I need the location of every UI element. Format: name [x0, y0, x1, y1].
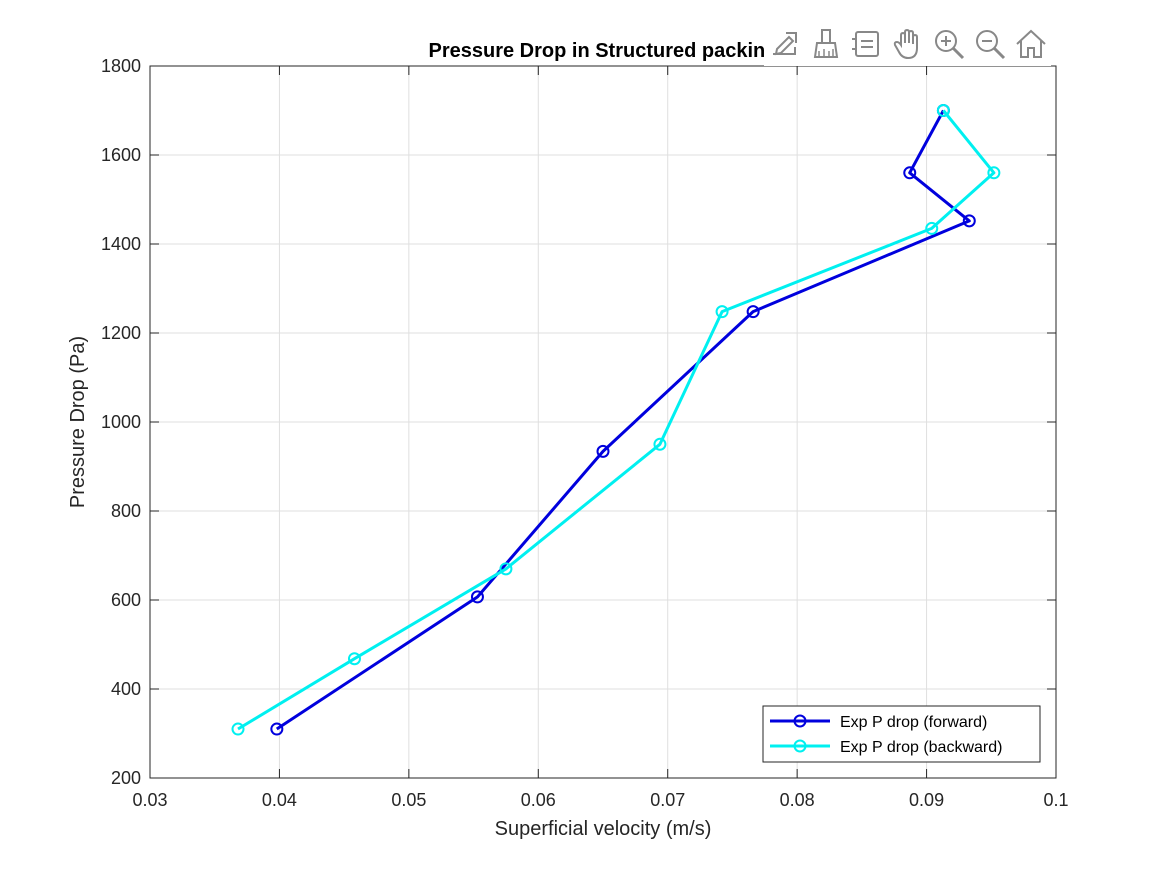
x-tick-label: 0.04 [262, 790, 297, 810]
y-tick-label: 800 [111, 501, 141, 521]
data-point [653, 437, 667, 451]
home-icon [1015, 29, 1046, 58]
x-tick-label: 0.09 [909, 790, 944, 810]
zoom-out-button[interactable] [969, 24, 1010, 64]
data-tips-button[interactable] [846, 24, 887, 64]
restore-view-button[interactable] [1010, 24, 1051, 64]
zoom-in-icon [934, 30, 964, 60]
legend-label-forward: Exp P drop (forward) [840, 714, 987, 731]
data-point [347, 652, 361, 666]
y-tick-label: 400 [111, 679, 141, 699]
pan-hand-icon [893, 28, 918, 60]
x-tick-label: 0.05 [391, 790, 426, 810]
x-tick-labels: 0.03 0.04 0.05 0.06 0.07 0.08 0.09 0.1 [132, 790, 1068, 810]
axis-ticks [149, 65, 1057, 779]
y-tick-label: 200 [111, 768, 141, 788]
y-tick-label: 1800 [101, 56, 141, 76]
x-tick-label: 0.1 [1043, 790, 1068, 810]
data-point [925, 221, 939, 235]
series-layer [231, 104, 1001, 736]
legend-box [762, 705, 1041, 763]
grid [150, 66, 1056, 778]
x-tick-label: 0.06 [521, 790, 556, 810]
y-axis-label: Pressure Drop (Pa) [67, 336, 89, 508]
axes-toolbar [764, 22, 1051, 66]
zoom-out-icon [975, 30, 1005, 60]
series-line [237, 109, 996, 731]
y-tick-label: 1000 [101, 412, 141, 432]
x-tick-label: 0.08 [780, 790, 815, 810]
brush-icon [813, 29, 838, 58]
data-point [715, 305, 729, 319]
x-axis-label: Superficial velocity (m/s) [495, 818, 712, 840]
pan-button[interactable] [887, 24, 928, 64]
series-backward [231, 104, 1001, 736]
data-point [499, 562, 513, 576]
zoom-in-button[interactable] [928, 24, 969, 64]
y-tick-label: 1200 [101, 323, 141, 343]
legend-label-backward: Exp P drop (backward) [840, 739, 1002, 756]
y-tick-label: 1600 [101, 145, 141, 165]
data-point [987, 166, 1001, 180]
data-point [746, 305, 760, 319]
legend-marker-forward [793, 714, 807, 728]
y-tick-label: 1400 [101, 234, 141, 254]
x-tick-label: 0.03 [132, 790, 167, 810]
data-point [903, 166, 917, 180]
chart-title: Pressure Drop in Structured packing [429, 40, 778, 62]
export-button[interactable] [764, 24, 805, 64]
y-tick-label: 600 [111, 590, 141, 610]
data-point [270, 722, 284, 736]
data-point [936, 104, 950, 117]
x-tick-label: 0.07 [650, 790, 685, 810]
data-point [596, 444, 610, 458]
y-tick-labels: 200 400 600 800 1000 1200 1400 1600 1800 [101, 56, 141, 788]
data-point [231, 722, 245, 736]
legend-marker-backward [793, 739, 807, 753]
brush-button[interactable] [805, 24, 846, 64]
export-icon [772, 32, 797, 56]
data-point [962, 214, 976, 228]
series-line [275, 109, 971, 731]
data-tips-icon [851, 31, 879, 57]
data-point [470, 590, 484, 604]
legend[interactable]: Exp P drop (forward) Exp P drop (backwar… [762, 705, 1041, 763]
